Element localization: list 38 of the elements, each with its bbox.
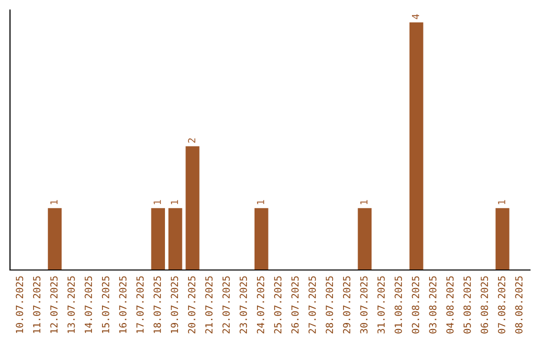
x-tick-label: 21.07.2025 [205, 276, 213, 334]
x-tick-label: 29.07.2025 [342, 276, 350, 334]
x-tick-label: 02.08.2025 [412, 276, 420, 334]
data-label: 1 [50, 200, 58, 204]
x-tick-label: 24.07.2025 [256, 276, 264, 334]
data-label: 4 [412, 14, 420, 20]
x-tick-label: 16.07.2025 [119, 276, 126, 333]
x-tick-label: 27.07.2025 [308, 276, 316, 334]
x-tick-label: 01.08.2025 [394, 276, 402, 334]
data-label: 1 [170, 200, 178, 204]
x-tick-label: 04.08.2025 [446, 276, 454, 334]
x-tick-label: 12.07.2025 [50, 276, 58, 333]
x-tick-label: 25.07.2025 [274, 276, 282, 334]
x-tick-label: 20.07.2025 [188, 276, 196, 334]
x-tick-label: 23.07.2025 [240, 276, 248, 334]
x-tick-label: 17.07.2025 [136, 276, 144, 333]
x-tick-label: 19.07.2025 [170, 276, 178, 333]
x-tick-label: 15.07.2025 [102, 276, 110, 333]
x-tick-label: 13.07.2025 [67, 276, 75, 333]
data-label: 1 [257, 200, 264, 204]
x-tick-label: 14.07.2025 [84, 276, 92, 333]
data-label: 2 [188, 138, 196, 143]
x-tick-label: 28.07.2025 [326, 276, 334, 334]
x-tick-label: 06.08.2025 [480, 276, 488, 334]
x-tick-label: 31.07.2025 [377, 276, 385, 334]
x-tick-label: 05.08.2025 [464, 276, 471, 334]
data-label: 1 [154, 200, 161, 204]
x-tick-label: 18.07.2025 [154, 276, 161, 333]
x-tick-label: 07.08.2025 [498, 276, 506, 334]
data-label: 1 [360, 200, 368, 204]
x-tick-label: 03.08.2025 [429, 276, 436, 334]
x-tick-label: 26.07.2025 [291, 276, 299, 334]
x-tick-label: 22.07.2025 [222, 276, 230, 334]
x-tick-label: 11.07.2025 [33, 276, 40, 333]
x-tick-label: 08.08.2025 [515, 276, 523, 334]
x-tick-label: 30.07.2025 [360, 276, 368, 334]
x-tick-label: 10.07.2025 [16, 276, 24, 333]
data-label: 1 [498, 200, 506, 204]
